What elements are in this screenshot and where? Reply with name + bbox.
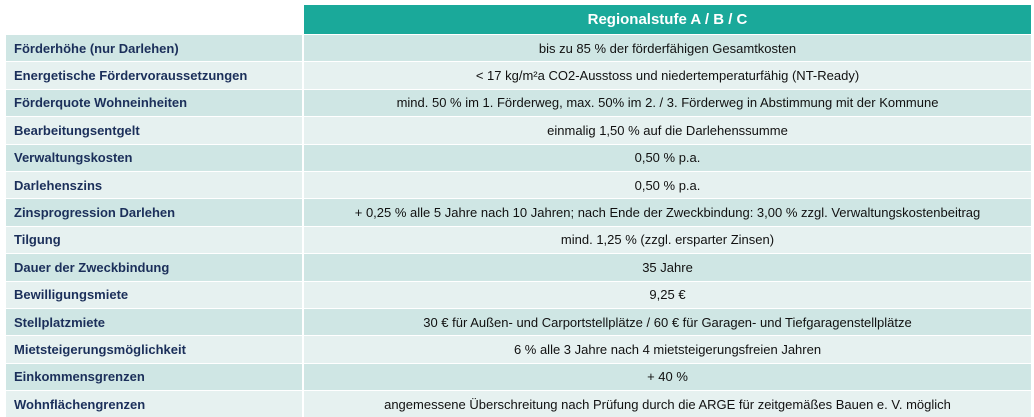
row-label: Verwaltungskosten [6,143,302,171]
page: Regionalstufe A / B / C Förderhöhe (nur … [6,5,1031,417]
row-label: Wohnflächengrenzen [6,390,302,417]
row-value: 30 € für Außen- und Carportstellplätze /… [302,307,1031,336]
row-label: Förderhöhe (nur Darlehen) [6,34,302,62]
table-header-row: Regionalstufe A / B / C [6,5,1031,34]
row-value: < 17 kg/m²a CO2-Ausstoss und niedertempe… [302,61,1031,89]
row-value: + 40 % [302,362,1031,391]
row-label: Bewilligungsmiete [6,280,302,308]
column-header-regionalstufe: Regionalstufe A / B / C [302,5,1031,34]
table-row: Bearbeitungsentgelt einmalig 1,50 % auf … [6,116,1031,144]
row-label: Darlehenszins [6,170,302,199]
table-row: Förderquote Wohneinheiten mind. 50 % im … [6,88,1031,117]
row-label: Dauer der Zweckbindung [6,253,302,281]
table-row: Verwaltungskosten 0,50 % p.a. [6,143,1031,171]
row-value: 0,50 % p.a. [302,170,1031,199]
table-row: Mietsteigerungsmöglichkeit 6 % alle 3 Ja… [6,335,1031,363]
row-label: Mietsteigerungsmöglichkeit [6,335,302,363]
row-label: Förderquote Wohneinheiten [6,88,302,117]
row-label: Stellplatzmiete [6,307,302,336]
table-row: Förderhöhe (nur Darlehen) bis zu 85 % de… [6,34,1031,62]
table-row: Wohnflächengrenzen angemessene Überschre… [6,390,1031,417]
row-label: Einkommensgrenzen [6,362,302,391]
header-empty-cell [6,5,302,34]
row-value: 0,50 % p.a. [302,143,1031,171]
table-row: Dauer der Zweckbindung 35 Jahre [6,253,1031,281]
table-row: Darlehenszins 0,50 % p.a. [6,170,1031,199]
row-label: Zinsprogression Darlehen [6,198,302,226]
row-value: mind. 1,25 % (zzgl. ersparter Zinsen) [302,225,1031,254]
row-value: 6 % alle 3 Jahre nach 4 mietsteigerungsf… [302,335,1031,363]
row-label: Bearbeitungsentgelt [6,116,302,144]
row-label: Tilgung [6,225,302,254]
row-value: mind. 50 % im 1. Förderweg, max. 50% im … [302,88,1031,117]
table-row: Tilgung mind. 1,25 % (zzgl. ersparter Zi… [6,225,1031,254]
funding-conditions-table: Regionalstufe A / B / C Förderhöhe (nur … [6,5,1031,417]
row-value: angemessene Überschreitung nach Prüfung … [302,390,1031,417]
table-row: Bewilligungsmiete 9,25 € [6,280,1031,308]
row-value: + 0,25 % alle 5 Jahre nach 10 Jahren; na… [302,198,1031,226]
table-row: Energetische Fördervoraussetzungen < 17 … [6,61,1031,89]
row-value: 35 Jahre [302,253,1031,281]
row-label: Energetische Fördervoraussetzungen [6,61,302,89]
table-row: Zinsprogression Darlehen + 0,25 % alle 5… [6,198,1031,226]
table-row: Einkommensgrenzen + 40 % [6,362,1031,391]
row-value: bis zu 85 % der förderfähigen Gesamtkost… [302,34,1031,62]
row-value: einmalig 1,50 % auf die Darlehenssumme [302,116,1031,144]
table-row: Stellplatzmiete 30 € für Außen- und Carp… [6,307,1031,336]
row-value: 9,25 € [302,280,1031,308]
